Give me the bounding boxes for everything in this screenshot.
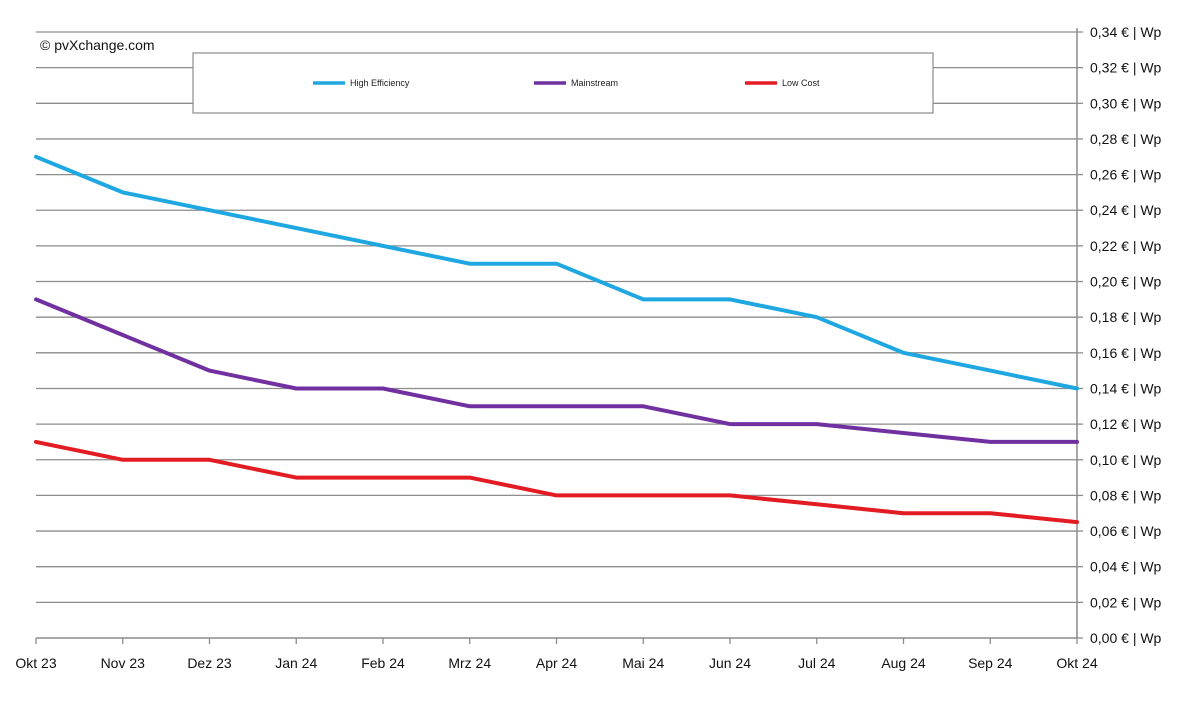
y-tick-label: 0,32 € | Wp — [1090, 60, 1162, 76]
y-tick-label: 0,08 € | Wp — [1090, 487, 1162, 503]
legend-label-mainstream: Mainstream — [571, 78, 618, 88]
legend-label-low-cost: Low Cost — [782, 78, 820, 88]
y-tick-label: 0,22 € | Wp — [1090, 238, 1162, 254]
x-tick-label: Jul 24 — [798, 655, 836, 671]
x-tick-label: Mai 24 — [622, 655, 664, 671]
y-tick-labels: 0,00 € | Wp 0,02 € | Wp 0,04 € | Wp 0,06 € … — [1090, 24, 1162, 646]
legend-label-high-efficiency: High Efficiency — [350, 78, 410, 88]
x-tick-label: Dez 23 — [187, 655, 232, 671]
y-tick-label: 0,12 € | Wp — [1090, 416, 1162, 432]
y-tick-label: 0,24 € | Wp — [1090, 202, 1162, 218]
y-tick-label: 0,26 € | Wp — [1090, 167, 1162, 183]
grid-lines — [35, 31, 1083, 644]
y-tick-label: 0,28 € | Wp — [1090, 131, 1162, 147]
x-tick-label: Feb 24 — [361, 655, 405, 671]
series-line-mainstream — [34, 297, 1079, 444]
y-tick-label: 0,02 € | Wp — [1090, 594, 1162, 610]
y-tick-label: 0,20 € | Wp — [1090, 274, 1162, 290]
y-tick-label: 0,16 € | Wp — [1090, 345, 1162, 361]
y-tick-label: 0,14 € | Wp — [1090, 380, 1162, 396]
x-tick-label: Sep 24 — [968, 655, 1013, 671]
x-tick-label: Okt 24 — [1056, 655, 1097, 671]
legend: High Efficiency Mainstream Low Cost — [192, 52, 934, 114]
y-tick-label: 0,10 € | Wp — [1090, 452, 1162, 468]
series-line-low-cost — [34, 439, 1079, 525]
x-tick-label: Apr 24 — [536, 655, 577, 671]
axes — [36, 28, 1078, 639]
x-tick-label: Okt 23 — [15, 655, 56, 671]
x-tick-label: Jun 24 — [709, 655, 751, 671]
copyright-text: © pvXchange.com — [40, 37, 155, 53]
y-tick-label: 0,18 € | Wp — [1090, 309, 1162, 325]
y-tick-label: 0,30 € | Wp — [1090, 95, 1162, 111]
x-tick-label: Jan 24 — [275, 655, 317, 671]
y-tick-label: 0,34 € | Wp — [1090, 24, 1162, 40]
y-tick-label: 0,06 € | Wp — [1090, 523, 1162, 539]
x-tick-label: Mrz 24 — [448, 655, 491, 671]
x-tick-labels: Okt 23 Nov 23 Dez 23 Jan 24 Feb 24 Mrz 24 Apr … — [15, 655, 1097, 671]
series-lines — [34, 154, 1079, 525]
y-tick-label: 0,00 € | Wp — [1090, 630, 1162, 646]
series-line-high-efficiency — [34, 154, 1079, 391]
x-tick-label: Nov 23 — [101, 655, 146, 671]
x-tick-label: Aug 24 — [881, 655, 926, 671]
y-tick-label: 0,04 € | Wp — [1090, 559, 1162, 575]
